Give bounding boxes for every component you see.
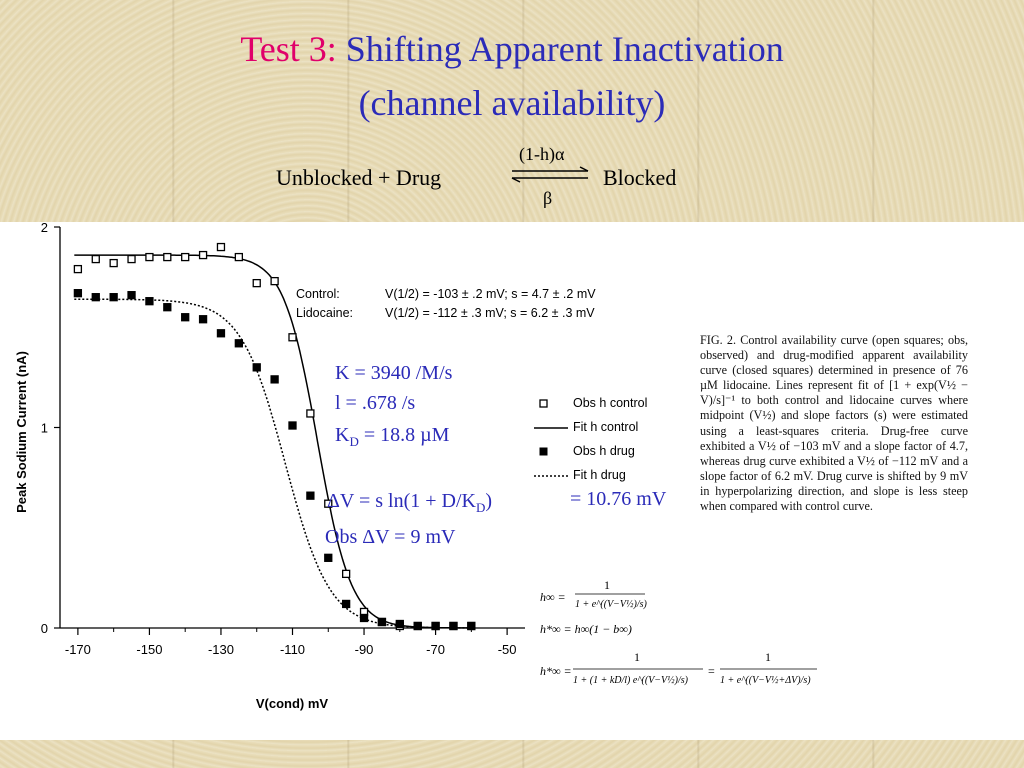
drug-point <box>181 313 190 322</box>
note-dv-suffix: ) <box>485 490 493 512</box>
availability-chart: -170 -150 -130 -110 -90 -70 -50 0 1 2 V(cond) mV Pe… <box>14 222 647 711</box>
drug-point <box>73 289 83 298</box>
control-point <box>198 250 208 260</box>
drug-point <box>270 375 279 384</box>
drug-point <box>288 421 297 430</box>
drug-point <box>467 621 476 631</box>
control-point <box>127 254 136 264</box>
fit-curve-drug <box>74 298 472 629</box>
drug-point <box>431 621 440 631</box>
legend-entry: Obs h drug <box>573 444 635 458</box>
note-l: l = .678 /s <box>335 392 416 414</box>
eq3-num: 1 <box>634 650 640 664</box>
control-point <box>324 499 333 508</box>
legend-entry: Fit h control <box>573 420 638 434</box>
control-point <box>163 252 172 262</box>
control-point <box>181 252 190 262</box>
y-tick-label: 1 <box>41 421 48 436</box>
drug-point <box>198 315 208 324</box>
slide-subtitle: (channel availability) <box>358 83 666 123</box>
control-point <box>342 569 351 579</box>
note-kd-prefix: K <box>335 424 350 446</box>
drug-point <box>91 293 100 302</box>
figure-caption: FIG. 2. Control availability curve (open… <box>700 333 968 514</box>
legend-entry: Fit h drug <box>573 468 626 482</box>
eq3-den: 1 + (1 + kD/l) e^((V−V½)/s) <box>573 675 689 686</box>
x-tick-label: -150 <box>136 642 162 657</box>
legend-entry: Obs h control <box>573 396 647 410</box>
control-point <box>73 264 83 274</box>
drug-point <box>324 553 333 562</box>
x-tick-label: -130 <box>208 642 234 657</box>
y-tick-label: 0 <box>41 621 48 636</box>
title-prefix: Test 3: <box>240 29 337 69</box>
control-point <box>252 278 261 288</box>
note-k: K = 3940 /M/s <box>335 362 453 384</box>
x-tick-label: -90 <box>355 642 374 657</box>
drug-point <box>449 621 458 631</box>
drug-point <box>127 291 136 300</box>
fit-control-label: Control: <box>296 287 340 301</box>
eq2: h*∞ = h∞(1 − b∞) <box>540 622 632 636</box>
note-dv-value: = 10.76 mV <box>570 488 667 510</box>
drug-point <box>377 617 387 627</box>
control-point <box>109 258 118 268</box>
x-axis-label: V(cond) mV <box>256 696 329 711</box>
note-kd-suffix: = 18.8 µM <box>358 424 450 446</box>
x-tick-label: -70 <box>426 642 445 657</box>
eq3-den2: 1 + e^((V−V½+ΔV)/s) <box>720 675 811 686</box>
legend-filled-square <box>539 447 548 456</box>
note-delta-v: ΔV = s ln(1 + D/KD) <box>327 490 492 516</box>
equilibrium-arrows <box>511 166 589 183</box>
slide-title: Test 3: Shifting Apparent Inactivation <box>0 28 1024 70</box>
y-axis-label: Peak Sodium Current (nA) <box>14 351 29 513</box>
control-point <box>91 254 100 264</box>
drug-point <box>163 303 172 312</box>
title-main: Shifting Apparent Inactivation <box>336 29 784 69</box>
drug-point <box>413 621 422 631</box>
fit-lido-values: V(1/2) = -112 ± .3 mV; s = 6.2 ± .3 mV <box>385 306 595 320</box>
eq3-lhs: h*∞ = <box>540 664 572 678</box>
equations: h∞ = 1 1 + e^((V−V½)/s) h*∞ = h∞(1 − b∞)… <box>540 578 817 686</box>
drug-point <box>395 619 404 629</box>
control-point <box>306 409 315 418</box>
fit-lido-label: Lidocaine: <box>296 306 353 320</box>
drug-point <box>306 491 315 500</box>
drug-point <box>359 613 369 623</box>
drug-point <box>145 297 154 306</box>
drug-point <box>252 363 261 372</box>
control-point <box>234 252 243 262</box>
drug-point <box>109 293 118 302</box>
reaction-right: Blocked <box>603 165 677 190</box>
eq1-den: 1 + e^((V−V½)/s) <box>575 599 648 610</box>
eq3-equals: = <box>708 664 715 678</box>
reaction-forward-rate: (1-h)α <box>519 144 565 164</box>
legend-open-square <box>539 399 548 408</box>
control-point <box>288 333 297 342</box>
note-kd: KD = 18.8 µM <box>335 424 449 450</box>
note-dv-prefix: ΔV = s ln(1 + D/K <box>327 490 476 512</box>
drug-point <box>216 329 226 338</box>
x-tick-label: -170 <box>65 642 91 657</box>
x-tick-label: -50 <box>498 642 517 657</box>
fit-control-values: V(1/2) = -103 ± .2 mV; s = 4.7 ± .2 mV <box>385 287 596 301</box>
y-tick-label: 2 <box>41 222 48 235</box>
drug-point <box>234 339 243 348</box>
eq3-num2: 1 <box>765 650 771 664</box>
note-dv-sub: D <box>475 500 486 515</box>
drug-point <box>342 599 351 609</box>
eq1-num: 1 <box>604 578 610 592</box>
reaction-backward-rate: β <box>543 188 553 208</box>
x-tick-label: -110 <box>280 642 305 657</box>
note-obs: Obs ΔV = 9 mV <box>325 526 456 548</box>
control-point <box>216 242 226 252</box>
eq1-lhs: h∞ = <box>540 590 566 604</box>
control-point <box>145 252 154 262</box>
control-point <box>270 276 279 286</box>
note-kd-sub: D <box>349 434 359 449</box>
reaction-left: Unblocked + Drug <box>276 165 442 190</box>
